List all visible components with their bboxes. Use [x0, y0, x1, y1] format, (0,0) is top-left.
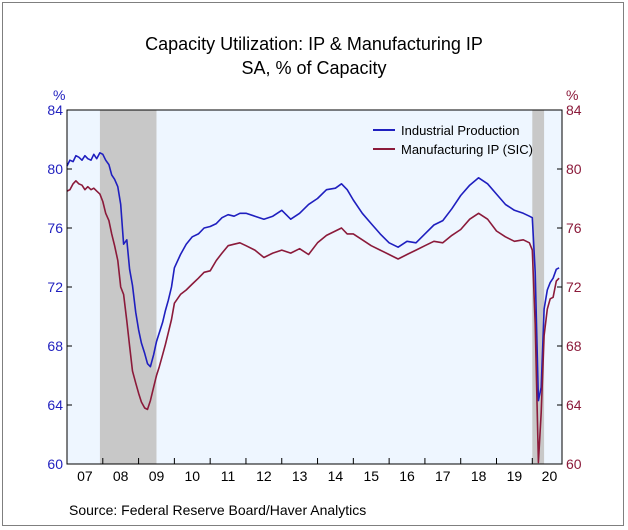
x-tick-label-07: 07 — [77, 468, 93, 484]
right-tick-label-72: 72 — [566, 279, 582, 295]
x-tick-label-08: 08 — [113, 468, 129, 484]
series-line-industrial — [66, 152, 560, 402]
legend-label-industrial: Industrial Production — [401, 123, 520, 138]
right-tick-label-60: 60 — [566, 456, 582, 472]
right-tick-label-64: 64 — [566, 397, 582, 413]
legend-label-manufacturing: Manufacturing IP (SIC) — [401, 142, 533, 157]
series-line-manufacturing — [66, 180, 560, 464]
x-tick-label-20: 20 — [542, 468, 558, 484]
left-tick-label-64: 64 — [47, 397, 63, 413]
right-tick-label-80: 80 — [566, 161, 582, 177]
x-tick-label-15: 15 — [363, 468, 379, 484]
chart-frame: Capacity Utilization: IP & Manufacturing… — [2, 2, 624, 526]
recession-band-1 — [532, 110, 545, 464]
left-tick-label-84: 84 — [47, 102, 63, 118]
x-tick-label-17: 17 — [435, 468, 451, 484]
x-tick-label-09: 09 — [149, 468, 165, 484]
right-tick-label-68: 68 — [566, 338, 582, 354]
left-tick-label-80: 80 — [47, 161, 63, 177]
left-tick-label-60: 60 — [47, 456, 63, 472]
series-lines — [66, 152, 560, 464]
chart-title: Capacity Utilization: IP & Manufacturing… — [145, 34, 483, 54]
right-tick-label-76: 76 — [566, 220, 582, 236]
y-axis-ticks: 60 60 64 64 68 68 72 72 76 76 80 80 84 84 — [47, 102, 581, 472]
x-tick-label-14: 14 — [328, 468, 344, 484]
x-tick-label-10: 10 — [184, 468, 200, 484]
x-tick-label-19: 19 — [507, 468, 523, 484]
left-tick-label-68: 68 — [47, 338, 63, 354]
right-unit-label: % — [566, 87, 578, 103]
chart-svg: Capacity Utilization: IP & Manufacturing… — [47, 34, 581, 518]
x-tick-label-11: 11 — [221, 468, 236, 484]
right-tick-label-84: 84 — [566, 102, 582, 118]
left-tick-label-72: 72 — [47, 279, 63, 295]
x-tick-label-12: 12 — [256, 468, 272, 484]
x-axis-ticks: 07 08 09 10 11 12 13 14 15 16 17 18 19 20 — [77, 458, 557, 484]
x-tick-label-16: 16 — [399, 468, 415, 484]
left-tick-label-76: 76 — [47, 220, 63, 236]
chart-subtitle: SA, % of Capacity — [241, 58, 386, 78]
source-note: Source: Federal Reserve Board/Haver Anal… — [69, 502, 366, 518]
legend: Industrial Production Manufacturing IP (… — [373, 123, 533, 157]
x-tick-label-13: 13 — [292, 468, 308, 484]
x-tick-label-18: 18 — [471, 468, 487, 484]
left-unit-label: % — [53, 87, 65, 103]
